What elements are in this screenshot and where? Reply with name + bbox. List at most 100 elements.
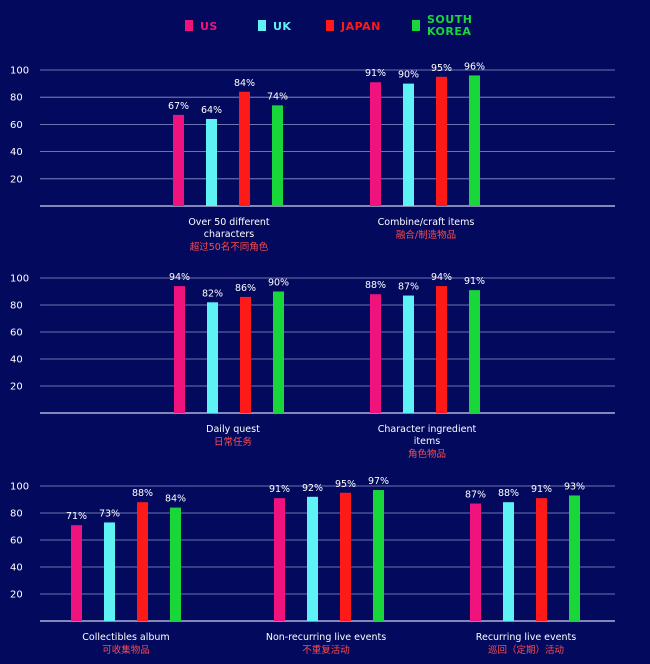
category-label-zh: 融合/制造物品 [396,229,456,241]
y-tick-label: 100 [10,274,29,285]
category-label: Non-recurring live events [266,632,386,643]
y-tick-label: 80 [10,93,23,104]
bar-value-label: 84% [165,494,186,505]
bar-value-label: 88% [132,488,153,499]
legend-label: US [200,20,218,33]
y-tick-label: 40 [10,563,23,574]
bar-value-label: 90% [268,278,289,289]
bar [272,105,283,206]
y-tick-label: 40 [10,355,23,366]
bar [170,507,181,621]
bar-value-label: 91% [365,68,386,79]
legend-label: UK [273,20,291,33]
bar [206,118,217,206]
bar-value-label: 95% [335,479,356,490]
bar [173,114,184,206]
category-label-zh: 日常任务 [214,436,253,448]
bar-value-label: 88% [498,488,519,499]
bar [569,495,580,621]
bar-value-label: 95% [431,63,452,74]
bar [207,302,218,413]
bar-value-label: 91% [269,484,290,495]
y-tick-label: 80 [10,301,23,312]
bar-value-label: 91% [531,484,552,495]
bar [239,91,250,206]
bar-value-label: 94% [431,272,452,283]
chart-panel-1: 20 40 60 80 100 67% 64% 84% 74% Over 50 different… [10,61,615,253]
category-label: Recurring live events [476,632,576,643]
category-label: Character ingredient [378,424,477,435]
bar [470,503,481,621]
legend-label: JAPAN [340,20,381,33]
bar-value-label: 86% [235,283,256,294]
bar [274,498,285,621]
y-tick-label: 60 [10,328,23,339]
bar [370,294,381,413]
y-tick-label: 20 [10,382,23,393]
bar [503,502,514,621]
bar [370,82,381,206]
bar [436,286,447,413]
bar-value-label: 74% [267,91,288,102]
y-tick-label: 20 [10,174,23,185]
bar [307,496,318,621]
bar [403,295,414,413]
category-label: items [414,436,440,447]
category-label-zh: 角色物品 [408,448,446,460]
bar-value-label: 91% [464,276,485,287]
bar-value-label: 84% [234,78,255,89]
bar-value-label: 67% [168,101,189,112]
bar-value-label: 82% [202,288,223,299]
bar-value-label: 64% [201,105,222,116]
y-tick-label: 60 [10,120,23,131]
bar [240,296,251,413]
bar [536,498,547,621]
bar-value-label: 88% [365,280,386,291]
bar [137,502,148,621]
category-label-zh: 超过50名不同角色 [190,241,269,253]
category-label-zh: 巡回（定期）活动 [488,644,564,656]
legend-swatch [258,20,266,31]
y-tick-label: 80 [10,509,23,520]
category-label-zh: 不重复活动 [302,644,350,656]
legend-swatch [412,20,420,31]
category-label-zh: 可收集物品 [102,644,150,656]
bar [273,291,284,413]
legend-swatch [185,20,193,31]
bar [174,286,185,413]
y-tick-label: 100 [10,482,29,493]
bar-value-label: 87% [465,490,486,501]
bar-value-label: 73% [99,508,120,519]
bar [340,492,351,621]
legend-label: KOREA [427,25,471,38]
bar [469,290,480,413]
category-label: characters [204,229,254,240]
bar-value-label: 87% [398,282,419,293]
category-label: Over 50 different [188,217,270,228]
y-tick-label: 20 [10,590,23,601]
bar-value-label: 90% [398,70,419,81]
bar-value-label: 97% [368,476,389,487]
bar [403,83,414,206]
bar [71,525,82,621]
y-tick-label: 100 [10,66,29,77]
category-label: Collectibles album [82,632,169,643]
chart-panel-3: 20 40 60 80 100 71% 73% 88% 84% Collectibles albu… [10,476,615,656]
bar [436,76,447,206]
bar-value-label: 96% [464,61,485,72]
bar [469,75,480,206]
legend-swatch [326,20,334,31]
y-tick-label: 40 [10,147,23,158]
bar [373,490,384,621]
category-label: Daily quest [206,424,260,435]
legend-label: SOUTH [427,13,472,26]
bar-value-label: 92% [302,483,323,494]
bar-value-label: 93% [564,481,585,492]
bar [104,522,115,621]
bar-value-label: 71% [66,511,87,522]
y-tick-label: 60 [10,536,23,547]
category-label: Combine/craft items [378,217,475,228]
